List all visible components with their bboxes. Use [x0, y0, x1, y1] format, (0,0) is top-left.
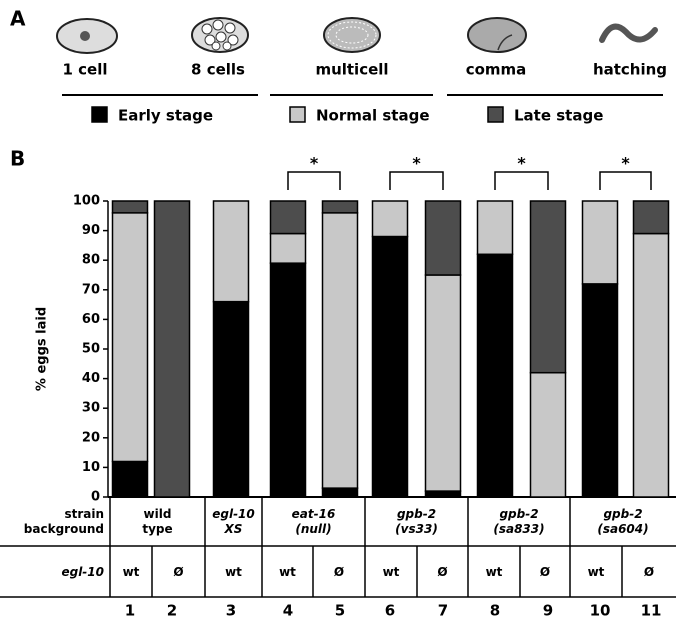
bar-segment	[271, 234, 306, 264]
stage-label: 8 cells	[191, 61, 245, 79]
bar-segment	[634, 234, 669, 497]
panel-label: B	[10, 147, 25, 171]
y-tick-label: 40	[82, 371, 100, 386]
x-tick-label: 4	[283, 602, 293, 619]
significance-mark: *	[517, 154, 526, 173]
legend-swatch	[92, 107, 107, 122]
bar-segment	[583, 201, 618, 284]
x-tick-label: 9	[543, 602, 553, 619]
legend-swatch	[290, 107, 305, 122]
genotype-cell: wt	[110, 547, 152, 597]
significance-mark: *	[621, 154, 630, 173]
y-tick-label: 50	[82, 342, 100, 357]
bar-segment	[426, 275, 461, 491]
bar-segment	[478, 254, 513, 497]
bar-segment	[113, 213, 148, 462]
y-tick-label: 20	[82, 430, 100, 445]
bar-segment	[373, 237, 408, 497]
bar-segment	[155, 201, 190, 497]
y-tick-label: 100	[73, 194, 100, 209]
genotype-cell: Ø	[313, 547, 365, 597]
x-tick-label: 8	[490, 602, 500, 619]
significance-bracket	[495, 172, 548, 190]
y-tick-label: 10	[82, 460, 100, 475]
legend-label: Normal stage	[316, 107, 430, 125]
row-header: egl-10	[0, 547, 110, 597]
significance-bracket	[288, 172, 340, 190]
bar-segment	[113, 461, 148, 497]
y-tick-label: 70	[82, 282, 100, 297]
figure: A B % eggs laid 1 cell 8 cells multicell co…	[0, 0, 676, 619]
genotype-cell: Ø	[622, 547, 676, 597]
bar-segment	[634, 201, 669, 234]
genotype-cell: Ø	[417, 547, 468, 597]
strain-cell: gpb-2 (sa604)	[570, 499, 676, 545]
stage-label: hatching	[593, 61, 667, 79]
y-tick-label: 90	[82, 223, 100, 238]
significance-mark: *	[412, 154, 421, 173]
genotype-cell: wt	[570, 547, 622, 597]
x-tick-label: 11	[641, 602, 662, 619]
strain-cell: wild type	[110, 499, 205, 545]
strain-cell: eat-16 (null)	[262, 499, 365, 545]
y-tick-label: 30	[82, 401, 100, 416]
bar-segment	[531, 373, 566, 497]
bar-segment	[373, 201, 408, 237]
bar-segment	[583, 284, 618, 497]
x-tick-label: 3	[226, 602, 236, 619]
row-header: strain background	[0, 499, 110, 545]
bar-segment	[323, 488, 358, 497]
significance-mark: *	[310, 154, 319, 173]
strain-cell: gpb-2 (sa833)	[468, 499, 570, 545]
bar-segment	[113, 201, 148, 213]
legend-swatch	[488, 107, 503, 122]
stage-label: multicell	[315, 61, 388, 79]
stage-label: 1 cell	[62, 61, 107, 79]
genotype-cell: wt	[205, 547, 262, 597]
genotype-cell: wt	[262, 547, 313, 597]
x-tick-label: 6	[385, 602, 395, 619]
x-tick-label: 2	[167, 602, 177, 619]
bar-segment	[214, 201, 249, 302]
significance-bracket	[390, 172, 443, 190]
bar-segment	[271, 201, 306, 234]
legend-label: Early stage	[118, 107, 213, 125]
stage-label: comma	[466, 61, 527, 79]
bar-segment	[531, 201, 566, 373]
bar-segment	[323, 213, 358, 488]
x-tick-label: 5	[335, 602, 345, 619]
bar-segment	[426, 201, 461, 275]
x-tick-label: 7	[438, 602, 448, 619]
panel-label: A	[10, 7, 26, 31]
significance-bracket	[600, 172, 651, 190]
genotype-cell: Ø	[520, 547, 570, 597]
bar-segment	[271, 263, 306, 497]
y-tick-label: 60	[82, 312, 100, 327]
genotype-cell: wt	[468, 547, 520, 597]
genotype-cell: wt	[365, 547, 417, 597]
y-axis-label: % eggs laid	[35, 307, 50, 391]
strain-cell: egl-10 XS	[205, 499, 262, 545]
y-tick-label: 80	[82, 253, 100, 268]
genotype-cell: Ø	[152, 547, 205, 597]
legend-label: Late stage	[514, 107, 603, 125]
strain-cell: gpb-2 (vs33)	[365, 499, 468, 545]
bar-segment	[478, 201, 513, 254]
stage-icons	[57, 18, 655, 53]
bar-segment	[426, 491, 461, 497]
bar-segment	[323, 201, 358, 213]
bar-segment	[214, 302, 249, 497]
x-tick-label: 10	[590, 602, 611, 619]
x-tick-label: 1	[125, 602, 135, 619]
